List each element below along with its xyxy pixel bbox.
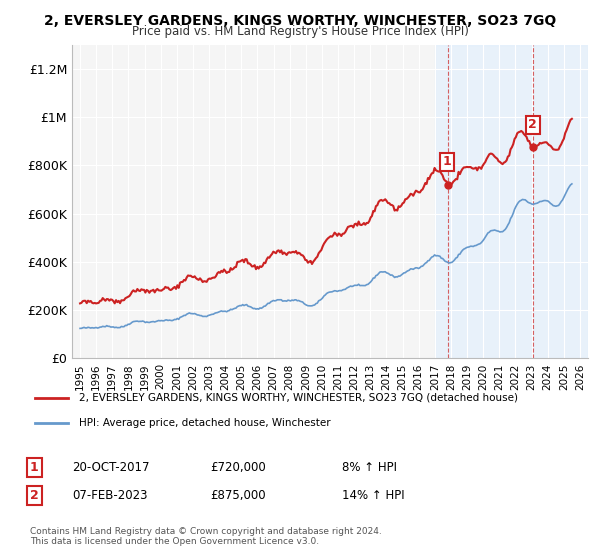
Text: HPI: Average price, detached house, Winchester: HPI: Average price, detached house, Winc…: [79, 418, 331, 428]
Text: £720,000: £720,000: [210, 461, 266, 474]
Bar: [435, 45, 588, 358]
Text: 14% ↑ HPI: 14% ↑ HPI: [342, 489, 404, 502]
Text: 07-FEB-2023: 07-FEB-2023: [72, 489, 148, 502]
Text: 20-OCT-2017: 20-OCT-2017: [72, 461, 149, 474]
Text: 2: 2: [30, 489, 39, 502]
Text: 1: 1: [443, 156, 452, 169]
Text: Price paid vs. HM Land Registry's House Price Index (HPI): Price paid vs. HM Land Registry's House …: [131, 25, 469, 38]
Text: Contains HM Land Registry data © Crown copyright and database right 2024.
This d: Contains HM Land Registry data © Crown c…: [30, 526, 382, 546]
Text: 8% ↑ HPI: 8% ↑ HPI: [342, 461, 397, 474]
Text: 2: 2: [529, 118, 537, 131]
Text: 1: 1: [30, 461, 39, 474]
Text: 2, EVERSLEY GARDENS, KINGS WORTHY, WINCHESTER, SO23 7GQ: 2, EVERSLEY GARDENS, KINGS WORTHY, WINCH…: [44, 14, 556, 28]
Text: 2, EVERSLEY GARDENS, KINGS WORTHY, WINCHESTER, SO23 7GQ (detached house): 2, EVERSLEY GARDENS, KINGS WORTHY, WINCH…: [79, 393, 518, 403]
Text: £875,000: £875,000: [210, 489, 266, 502]
